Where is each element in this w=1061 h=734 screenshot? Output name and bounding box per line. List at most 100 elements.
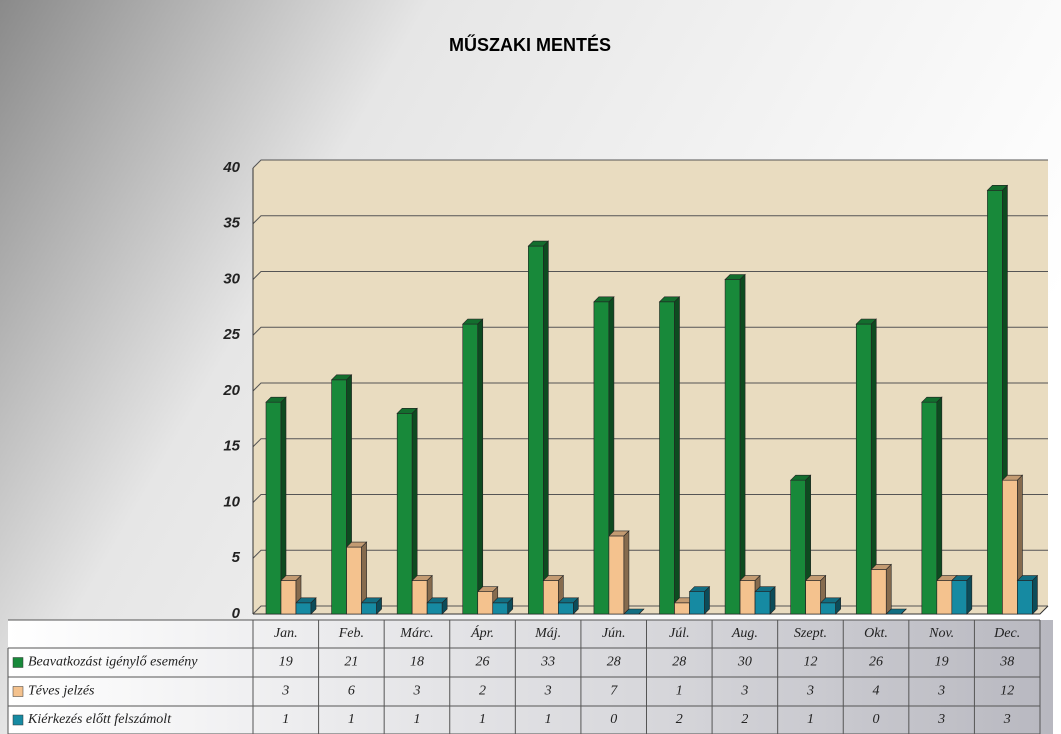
bar-side [1032, 574, 1038, 615]
bar-front [1002, 479, 1018, 615]
x-tick-label: Máj. [534, 626, 561, 641]
table-value: 3 [1003, 712, 1011, 727]
table-value: 33 [540, 655, 555, 670]
table-value: 6 [348, 684, 355, 699]
legend-swatch [12, 686, 24, 697]
bar-front [674, 602, 690, 615]
table-value: 18 [410, 655, 424, 670]
y-tick-label: 10 [223, 493, 240, 510]
bar-front [805, 580, 821, 615]
bar [608, 530, 630, 615]
table-value: 1 [545, 712, 552, 727]
bar [396, 407, 418, 615]
bar [754, 585, 776, 615]
legend-swatch [12, 714, 24, 726]
bar-front [346, 546, 362, 615]
table-value: 3 [740, 684, 748, 699]
bar [426, 597, 448, 615]
x-tick-label: Ápr. [470, 624, 494, 641]
bar [855, 318, 877, 615]
bar [360, 597, 383, 615]
bar-front [477, 591, 494, 615]
table-value: 1 [676, 684, 683, 699]
table-value: 26 [869, 655, 883, 670]
bar [345, 541, 368, 615]
table-value: 3 [937, 684, 945, 699]
bar-front [396, 412, 413, 615]
bar [462, 318, 484, 615]
bar-side [901, 608, 907, 615]
chart-title: MŰSZAKI MENTÉS [449, 34, 611, 55]
bar-side [477, 318, 484, 615]
x-tick-label: Márc. [399, 626, 433, 641]
bar-side [507, 597, 514, 615]
bar [885, 608, 907, 615]
y-tick-label: 5 [232, 549, 241, 566]
table-value: 0 [610, 712, 617, 727]
bar-side [376, 597, 382, 615]
bar-side [885, 563, 892, 615]
table-value: 1 [348, 712, 355, 727]
bar-side [543, 240, 549, 615]
table-value: 7 [610, 684, 618, 699]
bar-side [966, 574, 973, 615]
grid-line [252, 326, 1048, 336]
bar-front [331, 379, 347, 615]
bar [951, 574, 973, 615]
y-tick-label: 30 [223, 270, 240, 287]
table-value: 1 [413, 712, 420, 727]
x-tick-label: Nov. [928, 626, 954, 641]
bar-front [870, 569, 887, 615]
bar [492, 597, 514, 615]
bar-front [608, 535, 625, 615]
table-value: 30 [737, 655, 752, 670]
table-value: 38 [999, 655, 1014, 670]
table-value: 3 [544, 684, 552, 699]
table-value: 26 [476, 655, 490, 670]
plot-area [253, 160, 1048, 614]
y-tick-label: 35 [223, 215, 240, 232]
table-value: 28 [672, 655, 686, 670]
bar-front [754, 591, 771, 615]
bar-side [573, 597, 579, 615]
bar [295, 597, 317, 615]
legend-label: Kiérkezés előtt felszámolt [27, 712, 172, 727]
bar [804, 574, 827, 615]
grid-line [252, 605, 1048, 615]
table-value: 0 [873, 712, 880, 727]
bar-front [659, 301, 675, 615]
bar-side [310, 597, 317, 615]
bar-front [724, 279, 741, 615]
bar-front [790, 479, 806, 615]
bar-front [593, 301, 610, 615]
bar-side [704, 585, 710, 615]
bar [658, 296, 681, 615]
legend-label: Téves jelzés [28, 684, 95, 699]
table-value: 3 [281, 684, 289, 699]
table-value: 2 [479, 684, 486, 699]
y-tick-label: 40 [222, 159, 240, 176]
legend-label: Beavatkozást igénylő esemény [28, 655, 198, 670]
bar-front [492, 602, 509, 615]
bar [1016, 574, 1039, 615]
floor [253, 605, 1049, 615]
table-value: 2 [676, 712, 683, 727]
bar [1001, 474, 1024, 615]
x-tick-label: Szept. [794, 626, 827, 641]
bar [819, 597, 842, 615]
bar-front [528, 245, 544, 615]
bar-front [558, 602, 574, 615]
grid-line [252, 494, 1048, 503]
bar-front [361, 602, 377, 615]
table-value: 3 [412, 684, 420, 699]
x-tick-label: Aug. [731, 626, 758, 641]
bar [739, 574, 761, 615]
bar-front [265, 401, 282, 615]
table-value: 21 [344, 655, 358, 670]
legend-swatch [12, 657, 24, 668]
bar-front [820, 602, 836, 615]
bar [623, 608, 645, 615]
bar [921, 396, 943, 615]
table-value: 12 [1000, 684, 1014, 699]
